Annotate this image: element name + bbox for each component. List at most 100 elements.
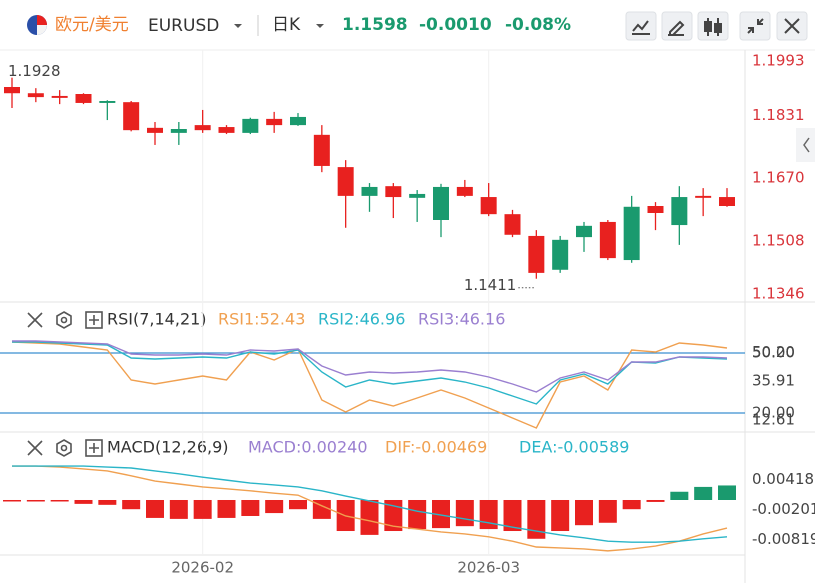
caret[interactable] <box>234 24 242 28</box>
macd-bar <box>670 491 689 500</box>
y-tick-label: 50.20 <box>752 343 795 361</box>
candle-body <box>337 167 354 196</box>
candle-body <box>552 239 569 270</box>
candle-body <box>170 129 187 133</box>
tool-button[interactable] <box>625 11 657 41</box>
tool-button[interactable] <box>697 11 729 41</box>
macd-bar <box>384 499 403 532</box>
legend-entry: RSI2:46.96 <box>318 310 405 329</box>
indicator-line <box>12 465 728 543</box>
tool-icons <box>632 18 800 36</box>
indicator-line <box>12 341 728 405</box>
y-tick-label: 50.00 <box>752 344 795 362</box>
tool-button[interactable] <box>739 11 771 41</box>
macd-bar <box>718 485 736 500</box>
macd-bar <box>26 499 45 502</box>
low-annotation: 1.1411 <box>464 276 517 294</box>
candle-body <box>719 197 735 206</box>
candle-body <box>4 87 20 94</box>
side-tab-arrow <box>803 137 810 153</box>
macd-bar <box>3 499 21 502</box>
y-tick-label: 1.1508 <box>752 232 805 250</box>
macd-bar <box>98 499 117 505</box>
macd-bar <box>265 499 284 514</box>
y-tick-label: 1.1993 <box>752 52 805 70</box>
change: -0.0010 <box>419 15 492 35</box>
y-tick-label: -0.00819 <box>752 530 815 548</box>
period[interactable]: 日K <box>272 15 301 35</box>
candle-body <box>51 95 68 98</box>
legend-entry: DIF:-0.00469 <box>385 438 487 457</box>
macd-bar <box>551 499 570 532</box>
macd-bar <box>646 499 665 502</box>
y-tick-label: -0.00201 <box>752 500 815 518</box>
indicator-title: RSI(7,14,21) <box>107 310 207 329</box>
macd-bar <box>289 499 307 510</box>
candle-body <box>290 116 306 126</box>
indicator-line <box>12 340 728 393</box>
macd-bar <box>74 499 93 504</box>
toolbar <box>625 11 808 41</box>
flag-icon <box>27 15 47 35</box>
macd-bar <box>50 499 69 502</box>
macd-bar <box>241 499 260 516</box>
indicator-line <box>11 341 728 429</box>
macd-bar <box>432 499 450 529</box>
macd-bar <box>312 499 331 519</box>
candle-body <box>361 186 378 196</box>
indicator-line <box>12 465 728 552</box>
candle-body <box>623 206 640 261</box>
legend-entry: MACD:0.00240 <box>248 438 368 457</box>
candle-body <box>75 94 92 103</box>
y-tick-label: 0.00418 <box>752 470 814 488</box>
y-tick-label: 1.1346 <box>752 285 805 303</box>
candle-body <box>266 118 283 126</box>
candle-body <box>456 186 473 196</box>
pair-name: 欧元/美元 <box>55 15 129 35</box>
y-tick-label: 1.1831 <box>752 106 805 124</box>
candle-body <box>123 102 140 131</box>
y-tick-label: 1.1670 <box>752 169 805 187</box>
price: 1.1598 <box>342 15 408 35</box>
macd-bar <box>598 499 617 523</box>
candle-body <box>194 125 211 131</box>
y-tick-label: 20.00 <box>752 404 795 422</box>
legend-entry: RSI1:52.43 <box>218 310 305 329</box>
candle-body <box>695 195 712 198</box>
symbol[interactable]: EURUSD <box>148 16 219 36</box>
legend-entry: DEA:-0.00589 <box>519 438 629 457</box>
macd-bar <box>360 499 379 535</box>
indicator-icons <box>27 311 103 457</box>
legend-entry: RSI3:46.16 <box>418 310 505 329</box>
macd-bar <box>622 499 641 510</box>
macd-bar <box>169 499 188 519</box>
candle-body <box>99 101 116 103</box>
macd-bar <box>575 499 593 526</box>
candle-body <box>218 127 235 133</box>
candle-body <box>528 235 545 273</box>
candle-body <box>433 186 449 220</box>
macd-bar <box>527 499 546 539</box>
macd-bar <box>217 499 236 518</box>
y-tick-label: 12.61 <box>752 411 795 429</box>
indicator-title: MACD(12,26,9) <box>107 438 229 457</box>
macd-bar <box>146 499 164 518</box>
macd-bar <box>122 499 141 510</box>
x-tick-label: 2026-03 <box>457 559 520 577</box>
candle-body <box>385 186 402 198</box>
candle-body <box>409 193 426 198</box>
caret[interactable] <box>316 24 324 28</box>
candle-body <box>27 93 44 98</box>
macd-bar <box>193 499 212 519</box>
y-tick-label: 35.91 <box>752 372 795 390</box>
macd-bar <box>694 486 713 500</box>
change-pct: -0.08% <box>505 15 571 35</box>
candle-body <box>671 197 688 226</box>
candle-body <box>599 221 616 259</box>
macd-bar <box>455 499 474 527</box>
candle-body <box>313 134 330 166</box>
side-tab[interactable] <box>796 128 815 162</box>
candle-body <box>504 214 521 235</box>
